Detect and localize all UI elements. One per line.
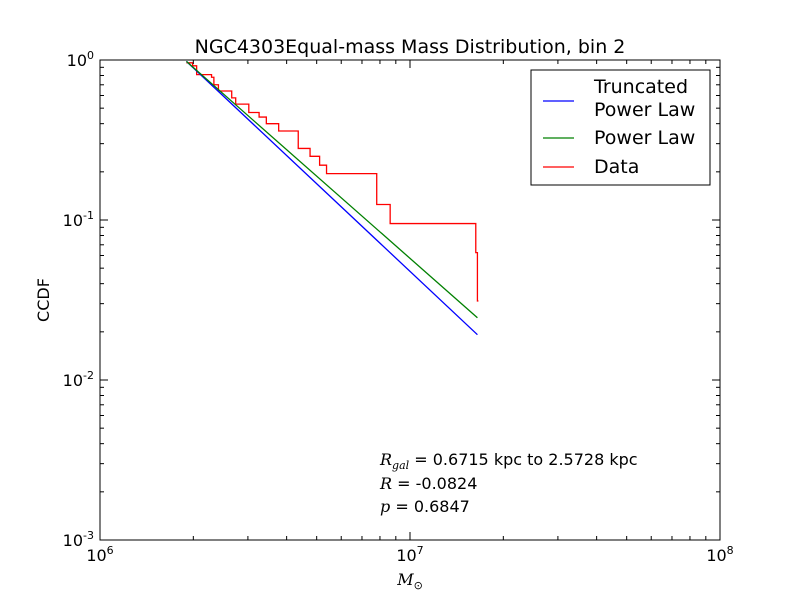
- series-line-data: [186, 62, 479, 302]
- x-tick-label: 108: [706, 544, 733, 565]
- y-tick-label: 10-1: [63, 209, 94, 230]
- series-layer: [185, 60, 479, 336]
- plot-area: [99, 59, 721, 541]
- legend-label: Truncated Power Law: [593, 76, 695, 121]
- y-tick-label: 10-3: [63, 529, 94, 550]
- legend-item-truncated-power-law: Truncated Power Law: [543, 76, 695, 121]
- legend-item-data: Data: [543, 156, 639, 178]
- stat-line: p = 0.6847: [380, 497, 470, 516]
- y-tick-label: 100: [67, 49, 94, 70]
- series-line-power-law: [185, 60, 478, 319]
- stat-line: Rgal = 0.6715 kpc to 2.5728 kpc: [379, 450, 638, 472]
- stat-line: R = -0.0824: [379, 474, 477, 493]
- x-axis-label: M⊙: [396, 570, 423, 592]
- legend-label: Power Law: [594, 127, 695, 149]
- legend: Truncated Power Law Power Law Data: [530, 69, 711, 186]
- legend-label: Data: [594, 156, 639, 178]
- chart-title: NGC4303Equal-mass Mass Distribution, bin…: [195, 36, 626, 58]
- y-tick-label: 10-2: [63, 369, 94, 390]
- x-axis-label-symbol: M: [396, 570, 414, 589]
- legend-box: [530, 69, 711, 186]
- series-line-truncated-power-law: [185, 60, 478, 336]
- tick-labels: 106 107 108 100 10-1 10-2 10-3: [63, 49, 734, 565]
- plot-frame: [99, 59, 721, 541]
- legend-item-power-law: Power Law: [543, 127, 695, 149]
- stats-annotation: Rgal = 0.6715 kpc to 2.5728 kpc R = -0.08…: [379, 450, 638, 516]
- tick-marks: [99, 60, 720, 541]
- x-tick-label: 106: [86, 544, 113, 565]
- x-tick-label: 107: [396, 544, 423, 565]
- y-axis-label: CCDF: [34, 278, 53, 322]
- x-axis-label-subscript: ⊙: [414, 579, 423, 592]
